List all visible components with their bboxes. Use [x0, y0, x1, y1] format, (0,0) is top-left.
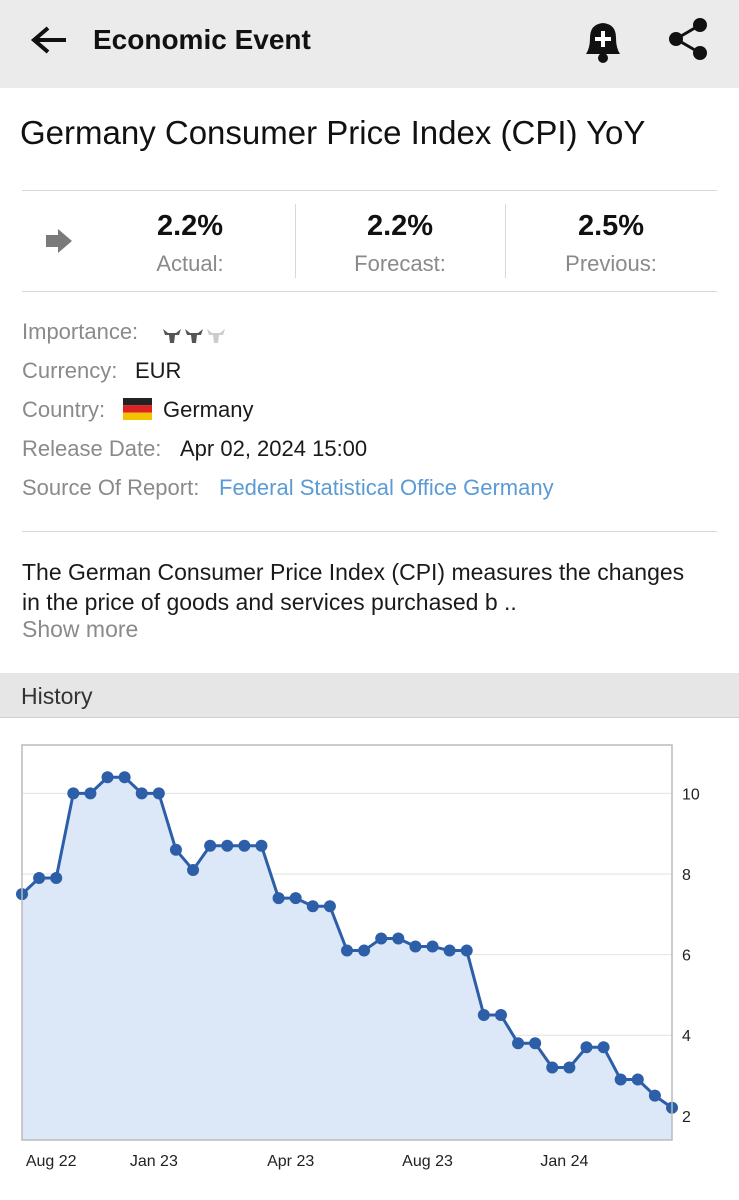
point: [33, 872, 46, 885]
detail-label: Country:: [22, 397, 106, 422]
x-tick-label: Aug 22: [26, 1153, 77, 1170]
y-tick-label: 8: [682, 867, 691, 884]
chart: 2 4 6 8 10 Aug 22 Jan 23 Apr 23 Aug 23 Jan 24: [16, 744, 700, 1170]
point: [614, 1073, 627, 1086]
importance-icon: [185, 323, 203, 343]
point: [392, 932, 405, 945]
point: [169, 843, 182, 856]
y-tick-label: 10: [682, 786, 700, 803]
divider: [22, 291, 717, 292]
y-tick-label: 4: [682, 1028, 691, 1045]
stat-value: 2.5%: [577, 210, 645, 242]
point: [67, 787, 80, 800]
stat-label: Actual:: [156, 251, 224, 276]
divider: [22, 190, 717, 191]
detail-label: Release Date:: [22, 436, 162, 461]
point: [358, 944, 371, 957]
y-tick-label: 2: [682, 1109, 691, 1126]
point: [289, 892, 302, 905]
point: [255, 839, 268, 852]
point: [323, 900, 336, 913]
point: [426, 940, 439, 953]
alert-button[interactable]: [580, 16, 626, 66]
x-tick-label: Jan 24: [540, 1153, 588, 1170]
point: [512, 1037, 525, 1050]
point: [135, 787, 148, 800]
detail-value: Germany: [163, 397, 254, 422]
point: [546, 1061, 559, 1074]
detail-label: Source Of Report:: [22, 475, 200, 500]
history-header: History: [0, 673, 739, 718]
point: [238, 839, 251, 852]
history-title: History: [21, 683, 93, 709]
point: [648, 1089, 661, 1102]
x-tick-label: Jan 23: [130, 1153, 178, 1170]
point: [409, 940, 422, 953]
point: [460, 944, 473, 957]
flag-icon: [123, 398, 152, 420]
point: [494, 1009, 507, 1022]
point: [204, 839, 217, 852]
point: [101, 771, 114, 784]
point: [341, 944, 353, 957]
point: [529, 1037, 542, 1050]
x-tick-label: Aug 23: [402, 1153, 453, 1170]
back-button[interactable]: [28, 22, 72, 62]
detail-label: Currency:: [22, 358, 118, 383]
area: [22, 777, 672, 1140]
stat-label: Previous:: [565, 251, 657, 276]
stat-label: Forecast:: [354, 251, 446, 276]
point: [477, 1009, 490, 1022]
divider: [295, 204, 296, 278]
point: [631, 1073, 644, 1086]
show-more[interactable]: Show more: [22, 616, 139, 642]
description: The German Consumer Price Index (CPI) me…: [22, 559, 685, 615]
event-title: Germany Consumer Price Index (CPI) YoY: [20, 114, 646, 151]
plot-border: [21, 744, 673, 1141]
importance-icon: [207, 323, 225, 343]
point: [50, 872, 63, 885]
point: [84, 787, 97, 800]
stat-value: 2.2%: [366, 210, 434, 242]
point: [306, 900, 319, 913]
point: [443, 944, 456, 957]
point: [187, 863, 200, 876]
point: [375, 932, 388, 945]
point: [580, 1041, 593, 1054]
divider: [505, 204, 506, 278]
point: [118, 771, 131, 784]
x-tick-label: Apr 23: [267, 1153, 314, 1170]
app-bar-title: Economic Event: [93, 24, 311, 55]
share-button[interactable]: [666, 16, 712, 64]
app-bar: Economic Event: [0, 0, 739, 88]
stat-value: 2.2%: [156, 210, 224, 242]
point: [221, 839, 234, 852]
point: [563, 1061, 576, 1074]
trend-arrow: [46, 229, 72, 253]
detail-label: Importance:: [22, 319, 139, 344]
detail-value: Apr 02, 2024 15:00: [180, 436, 368, 461]
detail-value: Federal Statistical Office Germany: [219, 475, 554, 500]
point: [597, 1041, 610, 1054]
point: [152, 787, 165, 800]
detail-value: EUR: [135, 358, 182, 383]
point: [272, 892, 285, 905]
divider: [22, 531, 717, 532]
importance-icon: [163, 323, 181, 343]
y-tick-label: 6: [682, 948, 691, 965]
